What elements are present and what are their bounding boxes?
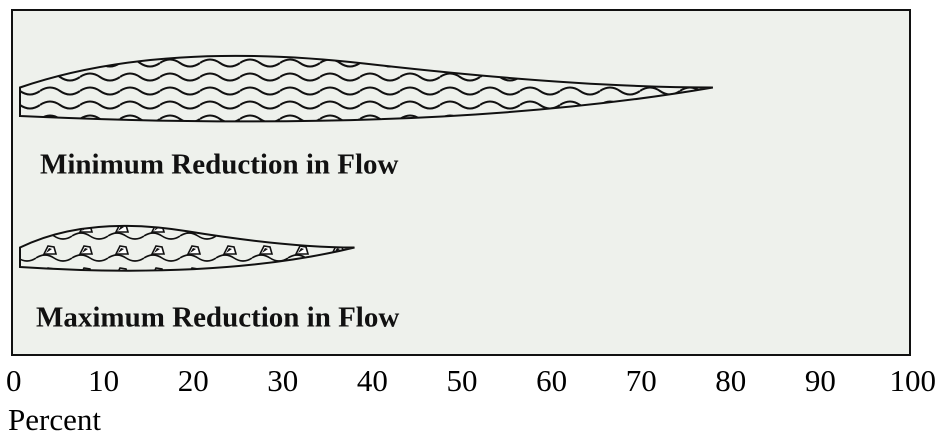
x-tick-label: 40 <box>357 363 388 398</box>
category-label: Minimum Reduction in Flow <box>40 149 399 181</box>
x-tick-label: 0 <box>6 363 22 398</box>
x-tick-label: 30 <box>267 363 298 398</box>
x-tick-label: 60 <box>536 363 567 398</box>
x-tick-label: 20 <box>178 363 209 398</box>
x-tick-label: 50 <box>447 363 478 398</box>
x-tick-label: 100 <box>890 363 937 398</box>
x-tick-label: 80 <box>715 363 746 398</box>
x-tick-label: 10 <box>88 363 119 398</box>
x-tick-label: 90 <box>805 363 836 398</box>
category-label: Maximum Reduction in Flow <box>36 302 399 334</box>
chart: Percent 0 10 20 30 40 50 60 70 80 90 100 Minimum Re… <box>0 0 938 439</box>
x-tick-label: 70 <box>626 363 657 398</box>
x-axis-label: Percent <box>8 402 101 437</box>
